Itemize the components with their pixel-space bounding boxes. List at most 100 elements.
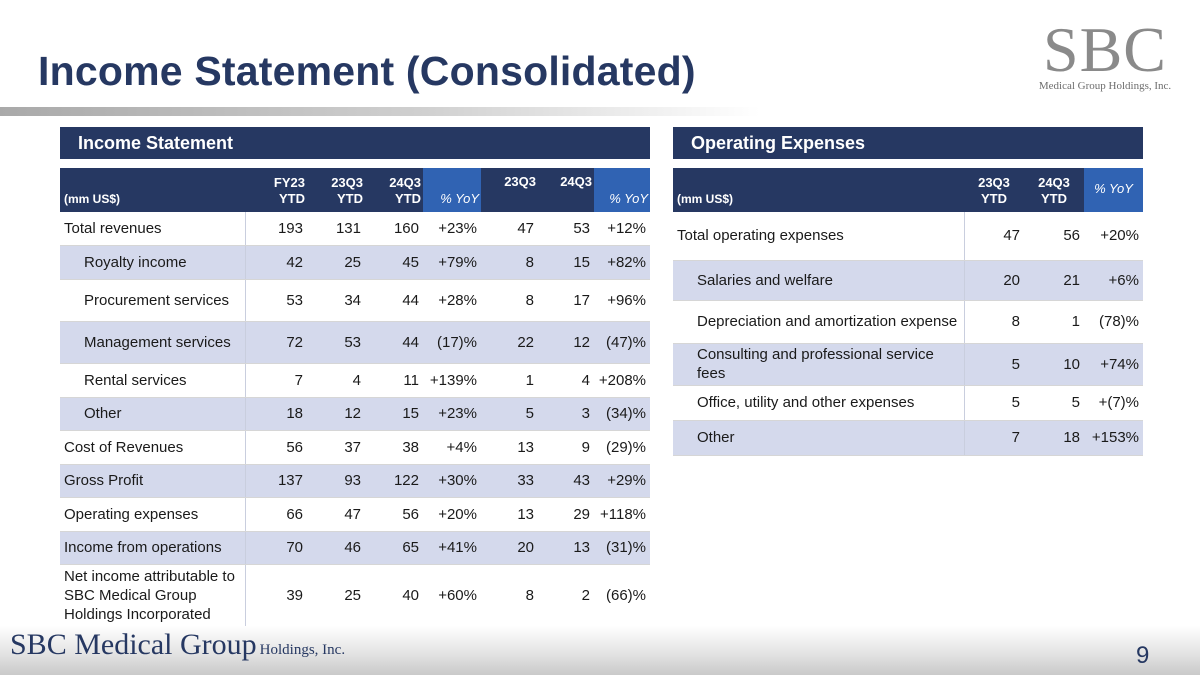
- cell: 131: [307, 212, 365, 246]
- cell: 193: [245, 212, 307, 246]
- cell: +23%: [423, 397, 481, 431]
- cell: 44: [365, 279, 423, 322]
- cell: 70: [245, 531, 307, 565]
- cell: +6%: [1084, 260, 1143, 301]
- row-label: Income from operations: [60, 531, 246, 565]
- table-row: Net income attributable to SBC Medical G…: [60, 564, 650, 628]
- cell: +12%: [594, 212, 650, 246]
- cell: 20: [481, 531, 538, 565]
- income-statement-header: Income Statement: [60, 127, 650, 159]
- cell: 5: [1024, 385, 1084, 421]
- cell: 56: [245, 430, 307, 465]
- cell: 47: [481, 212, 538, 246]
- footer-brand-suffix: Holdings, Inc.: [259, 642, 346, 658]
- income-statement-table: (mm US$) FY23 YTD 23Q3 YTD 24Q3 YTD % Yo…: [60, 168, 650, 628]
- row-label: Cost of Revenues: [60, 430, 246, 465]
- cell: 7: [245, 363, 307, 398]
- row-label: Other: [673, 420, 965, 456]
- cell: +30%: [423, 464, 481, 498]
- title-underline: [0, 107, 760, 116]
- cell: +4%: [423, 430, 481, 465]
- cell: 13: [481, 430, 538, 465]
- cell: 12: [307, 397, 365, 431]
- row-label: Royalty income: [60, 245, 246, 280]
- row-label: Other: [60, 397, 246, 431]
- col-header: 24Q3: [538, 168, 594, 212]
- page-number: 9: [1136, 642, 1150, 669]
- cell: 3: [538, 397, 594, 431]
- cell: 47: [307, 497, 365, 532]
- cell: 44: [365, 321, 423, 364]
- unit-label: (mm US$): [60, 168, 245, 212]
- table-row: Total revenues 193 131 160 +23% 47 53 +1…: [60, 212, 650, 246]
- cell: 10: [1024, 343, 1084, 386]
- cell: +60%: [423, 564, 481, 628]
- cell: +29%: [594, 464, 650, 498]
- cell: +139%: [423, 363, 481, 398]
- cell: 4: [538, 363, 594, 398]
- row-label: Salaries and welfare: [673, 260, 965, 301]
- cell: 66: [245, 497, 307, 532]
- col-header-yoy: % YoY: [423, 168, 481, 212]
- logo-wordmark: SBC: [1043, 14, 1167, 85]
- table-row: Salaries and welfare 20 21 +6%: [673, 260, 1143, 301]
- cell: (66)%: [594, 564, 650, 628]
- cell: (29)%: [594, 430, 650, 465]
- col-header: 23Q3 YTD: [307, 168, 365, 212]
- cell: 45: [365, 245, 423, 280]
- cell: 56: [1024, 212, 1084, 261]
- cell: +28%: [423, 279, 481, 322]
- cell: +79%: [423, 245, 481, 280]
- row-label: Net income attributable to SBC Medical G…: [60, 564, 246, 628]
- operating-expenses-table: (mm US$) 23Q3 YTD 24Q3 YTD % YoY Total o…: [673, 168, 1143, 456]
- cell: (47)%: [594, 321, 650, 364]
- cell: 18: [1024, 420, 1084, 456]
- cell: +23%: [423, 212, 481, 246]
- row-label: Operating expenses: [60, 497, 246, 532]
- footer-bar: [0, 626, 1200, 675]
- table-row: Operating expenses 66 47 56 +20% 13 29 +…: [60, 497, 650, 532]
- cell: +20%: [1084, 212, 1143, 261]
- col-header-yoy: % YoY: [1084, 168, 1143, 212]
- cell: 8: [481, 245, 538, 280]
- cell: 9: [538, 430, 594, 465]
- col-header: 23Q3: [481, 168, 538, 212]
- cell: 25: [307, 564, 365, 628]
- cell: 15: [538, 245, 594, 280]
- cell: 13: [538, 531, 594, 565]
- cell: 38: [365, 430, 423, 465]
- table-row: Gross Profit 137 93 122 +30% 33 43 +29%: [60, 464, 650, 498]
- cell: 53: [245, 279, 307, 322]
- row-label: Gross Profit: [60, 464, 246, 498]
- cell: +153%: [1084, 420, 1143, 456]
- col-header: 24Q3 YTD: [1024, 168, 1084, 212]
- table-row: Depreciation and amortization expense 8 …: [673, 300, 1143, 344]
- table-row: Other 7 18 +153%: [673, 420, 1143, 456]
- cell: (17)%: [423, 321, 481, 364]
- cell: 46: [307, 531, 365, 565]
- footer-brand: SBC Medical Group: [10, 628, 257, 661]
- cell: +96%: [594, 279, 650, 322]
- cell: 2: [538, 564, 594, 628]
- cell: (78)%: [1084, 300, 1143, 344]
- col-header: FY23 YTD: [245, 168, 307, 212]
- cell: 8: [481, 279, 538, 322]
- row-label: Procurement services: [60, 279, 246, 322]
- cell: 40: [365, 564, 423, 628]
- cell: 11: [365, 363, 423, 398]
- cell: 93: [307, 464, 365, 498]
- logo-subtitle: Medical Group Holdings, Inc.: [1038, 80, 1172, 92]
- cell: 7: [964, 420, 1024, 456]
- cell: 56: [365, 497, 423, 532]
- cell: 8: [964, 300, 1024, 344]
- cell: 5: [964, 343, 1024, 386]
- row-label: Consulting and professional service fees: [673, 343, 965, 386]
- cell: +(7)%: [1084, 385, 1143, 421]
- cell: 29: [538, 497, 594, 532]
- cell: 17: [538, 279, 594, 322]
- cell: 72: [245, 321, 307, 364]
- cell: +20%: [423, 497, 481, 532]
- cell: 53: [307, 321, 365, 364]
- cell: (31)%: [594, 531, 650, 565]
- cell: 43: [538, 464, 594, 498]
